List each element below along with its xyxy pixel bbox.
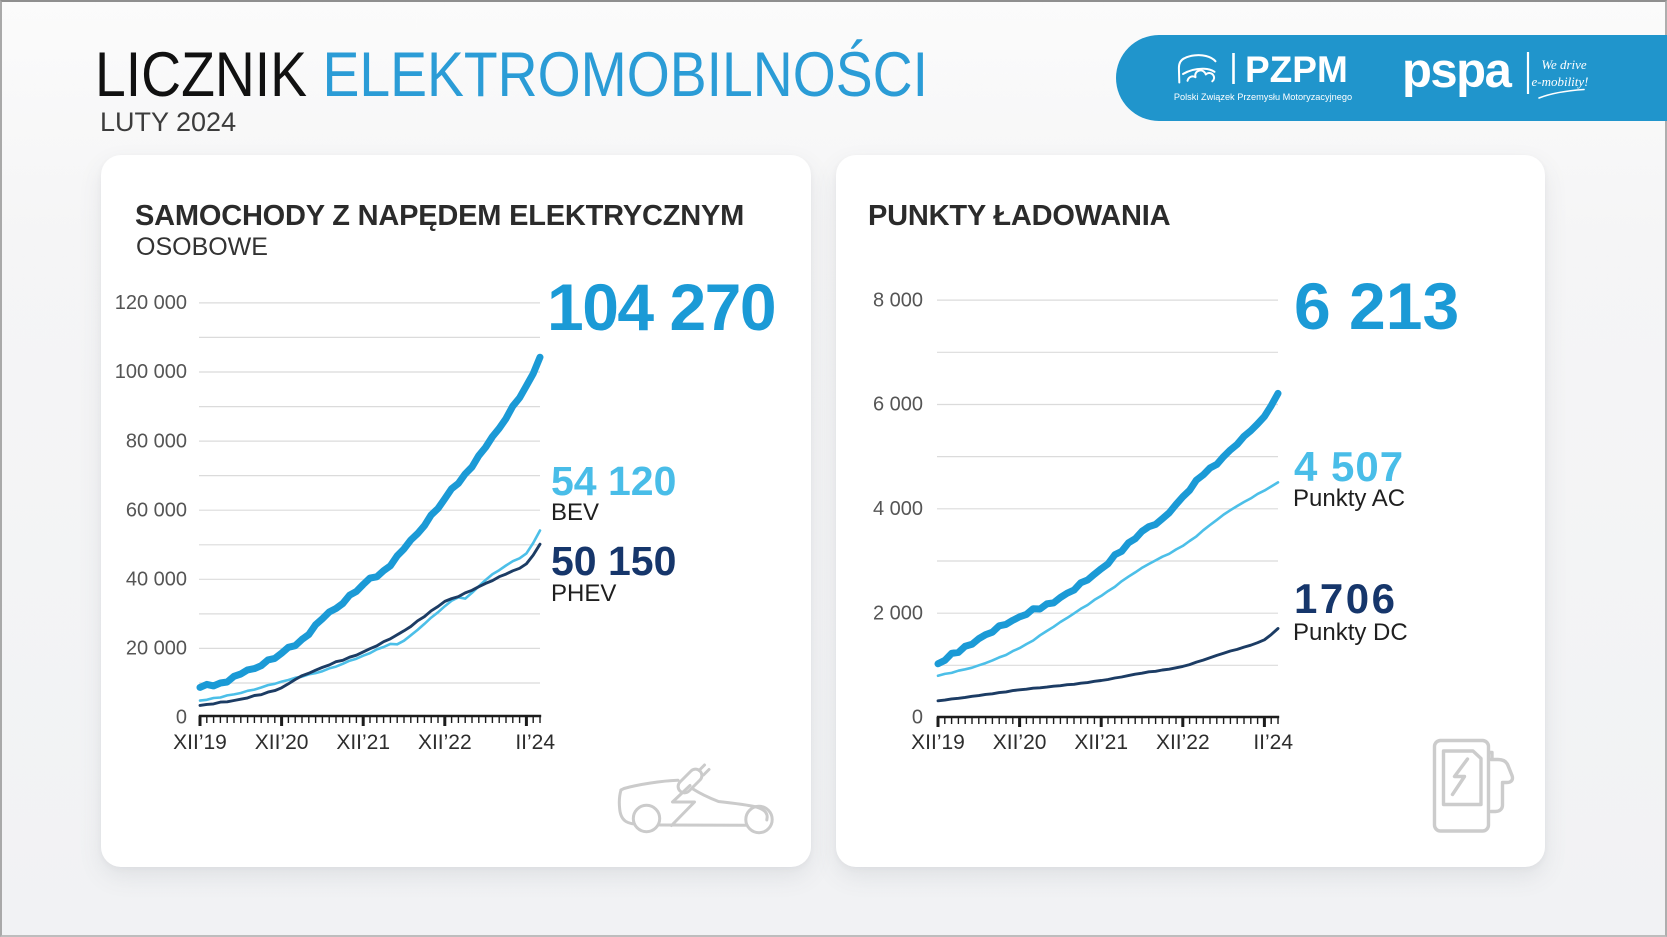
svg-text:II’24: II’24 [515, 731, 555, 754]
svg-text:4 000: 4 000 [873, 498, 923, 520]
svg-text:120 000: 120 000 [115, 292, 187, 314]
svg-text:2 000: 2 000 [873, 602, 923, 624]
svg-text:0: 0 [176, 707, 187, 729]
svg-text:XII’19: XII’19 [173, 731, 227, 754]
svg-text:XII’21: XII’21 [1074, 731, 1128, 754]
svg-text:6 000: 6 000 [873, 394, 923, 416]
svg-text:8 000: 8 000 [873, 289, 923, 311]
svg-text:XII’22: XII’22 [418, 731, 472, 754]
svg-text:80 000: 80 000 [126, 430, 187, 452]
svg-text:100 000: 100 000 [115, 361, 187, 383]
svg-text:XII’20: XII’20 [993, 731, 1047, 754]
svg-text:e-mobility!: e-mobility! [1531, 74, 1588, 89]
svg-text:XII’19: XII’19 [911, 731, 965, 754]
svg-text:0: 0 [912, 707, 923, 729]
svg-text:II’24: II’24 [1253, 731, 1293, 754]
svg-text:PZPM: PZPM [1245, 49, 1348, 90]
svg-text:20 000: 20 000 [126, 638, 187, 660]
svg-text:Polski Związek Przemysłu Motor: Polski Związek Przemysłu Motoryzacyjnego [1174, 92, 1352, 102]
svg-text:40 000: 40 000 [126, 569, 187, 591]
svg-text:XII’20: XII’20 [255, 731, 309, 754]
svg-text:XII’21: XII’21 [336, 731, 390, 754]
svg-text:pspa: pspa [1402, 44, 1513, 98]
svg-text:We drive: We drive [1541, 57, 1587, 72]
svg-text:XII’22: XII’22 [1156, 731, 1210, 754]
svg-text:60 000: 60 000 [126, 499, 187, 521]
